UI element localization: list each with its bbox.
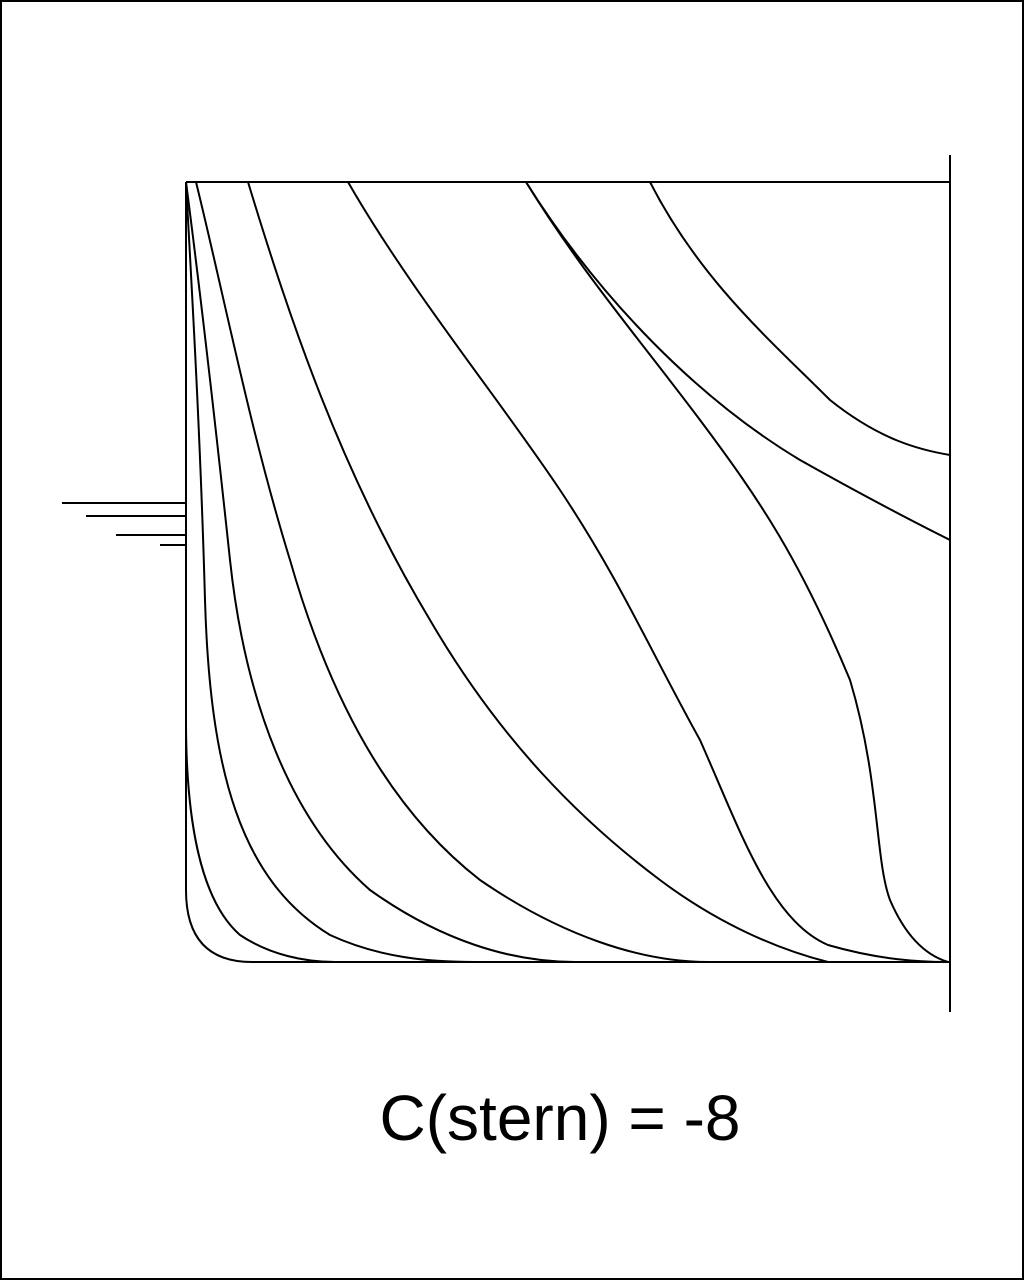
station-curve: [525, 181, 951, 541]
station-curve: [195, 181, 709, 963]
waterline-marks: [62, 502, 186, 546]
hull-outline: [185, 155, 951, 1012]
station-curve: [247, 181, 829, 963]
station-curve: [649, 181, 951, 456]
station-curves: [185, 181, 951, 963]
station-curve: [185, 181, 576, 963]
station-curve: [347, 181, 949, 963]
station-curve: [525, 181, 949, 963]
diagram-caption: C(stern) = -8: [379, 1082, 741, 1154]
hull-side-and-bilge: [185, 182, 253, 963]
station-curve: [185, 719, 336, 963]
station-curve: [185, 181, 476, 963]
